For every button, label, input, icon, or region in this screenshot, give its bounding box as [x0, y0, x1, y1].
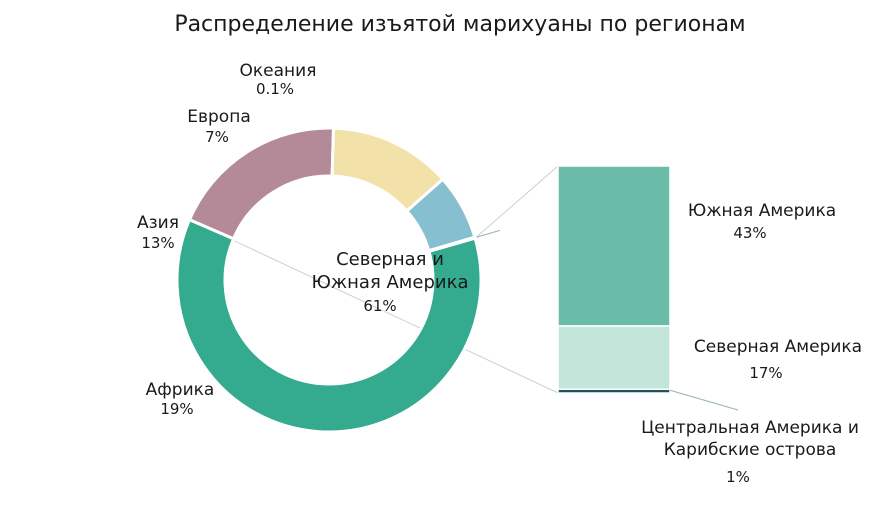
- leader-line-central-america: [669, 389, 739, 411]
- bar-value-label-южная-америка: 43%: [733, 224, 766, 242]
- bar-label-северная-америка: Северная Америка: [694, 337, 862, 357]
- donut-value-label-северная-и-южная-америка: 61%: [363, 297, 396, 315]
- donut-label-северная-и-южная-америка: Южная Америка: [312, 272, 469, 293]
- donut-slice-океания: [426, 235, 477, 254]
- donut-slice-северная-и-южная-америка: [175, 217, 483, 434]
- donut-value-label-азия: 13%: [141, 234, 174, 252]
- donut-label-африка: Африка: [146, 380, 215, 400]
- donut-label-северная-и-южная-америка: Северная и: [336, 249, 444, 270]
- bar-segment-южная-америка: [557, 165, 671, 327]
- donut-value-label-европа: 7%: [205, 128, 229, 146]
- bar-segment-северная-америка: [557, 325, 671, 391]
- donut-label-европа: Европа: [187, 107, 250, 127]
- bar-label-центральная-америка-и-карибские-острова: Карибские острова: [664, 440, 837, 460]
- connector-line-bottom: [189, 219, 559, 394]
- bar-value-label-северная-америка: 17%: [749, 364, 782, 382]
- donut-chart: [175, 126, 483, 434]
- donut-label-азия: Азия: [137, 213, 179, 233]
- connector-line-top: [474, 165, 559, 239]
- donut-value-label-африка: 19%: [160, 400, 193, 418]
- donut-value-label-океания: 0.1%: [256, 80, 294, 98]
- bar-value-label-центральная-америка-и-карибские-острова: 1%: [726, 468, 750, 486]
- breakdown-bar: [557, 165, 671, 394]
- bar-label-южная-америка: Южная Америка: [688, 201, 836, 221]
- bar-label-центральная-америка-и-карибские-острова: Центральная Америка и: [641, 418, 859, 438]
- leader-line-oceania: [476, 229, 501, 238]
- chart-title: Распределение изъятой марихуаны по регио…: [174, 12, 745, 37]
- connector-lines: [189, 165, 559, 394]
- bar-segment-центральная-америка-и-карибские-острова: [557, 388, 671, 394]
- donut-label-океания: Океания: [240, 61, 317, 81]
